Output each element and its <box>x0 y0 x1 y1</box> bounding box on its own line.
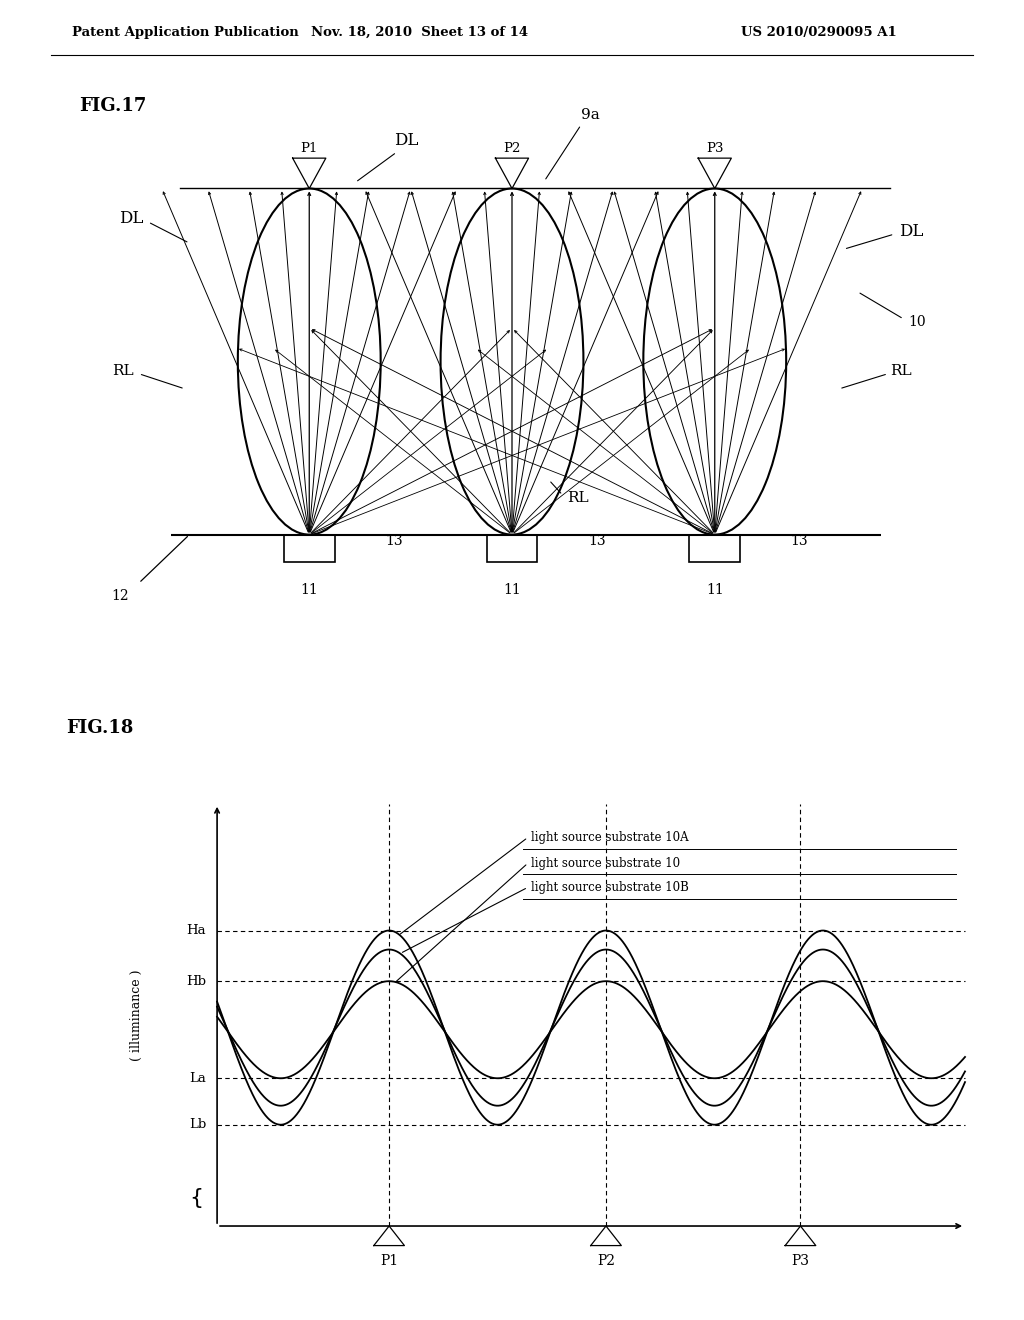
Text: Patent Application Publication: Patent Application Publication <box>72 26 298 40</box>
Text: 12: 12 <box>112 589 129 603</box>
Text: light source substrate 10A: light source substrate 10A <box>530 830 688 843</box>
Text: P1: P1 <box>301 143 317 154</box>
Text: DL: DL <box>899 223 924 239</box>
Text: P3: P3 <box>792 1254 810 1269</box>
Text: 11: 11 <box>300 583 318 597</box>
Text: RL: RL <box>113 363 134 378</box>
Text: US 2010/0290095 A1: US 2010/0290095 A1 <box>741 26 897 40</box>
Text: 11: 11 <box>706 583 724 597</box>
Text: 10: 10 <box>908 315 926 329</box>
Text: FIG.17: FIG.17 <box>79 98 146 115</box>
Text: DL: DL <box>119 210 143 227</box>
Text: FIG.18: FIG.18 <box>67 719 134 738</box>
Text: 11: 11 <box>503 583 521 597</box>
Text: Nov. 18, 2010  Sheet 13 of 14: Nov. 18, 2010 Sheet 13 of 14 <box>311 26 528 40</box>
Text: 13: 13 <box>791 533 808 548</box>
Text: RL: RL <box>567 491 589 506</box>
Text: ( illuminance ): ( illuminance ) <box>129 969 142 1061</box>
Text: RL: RL <box>890 363 911 378</box>
Bar <box>486 535 538 562</box>
Text: 13: 13 <box>588 533 605 548</box>
Text: P2: P2 <box>597 1254 615 1269</box>
Text: Lb: Lb <box>189 1118 206 1131</box>
Text: {: { <box>189 1188 204 1208</box>
Text: 13: 13 <box>385 533 402 548</box>
Bar <box>284 535 335 562</box>
Text: P3: P3 <box>706 143 724 154</box>
Text: light source substrate 10: light source substrate 10 <box>530 857 680 870</box>
Text: 9a: 9a <box>581 108 600 121</box>
Bar <box>689 535 740 562</box>
Text: Hb: Hb <box>186 974 206 987</box>
Text: DL: DL <box>394 132 418 149</box>
Text: P2: P2 <box>504 143 520 154</box>
Text: Ha: Ha <box>186 924 206 937</box>
Text: P1: P1 <box>380 1254 398 1269</box>
Text: La: La <box>189 1072 206 1085</box>
Text: light source substrate 10B: light source substrate 10B <box>530 880 688 894</box>
